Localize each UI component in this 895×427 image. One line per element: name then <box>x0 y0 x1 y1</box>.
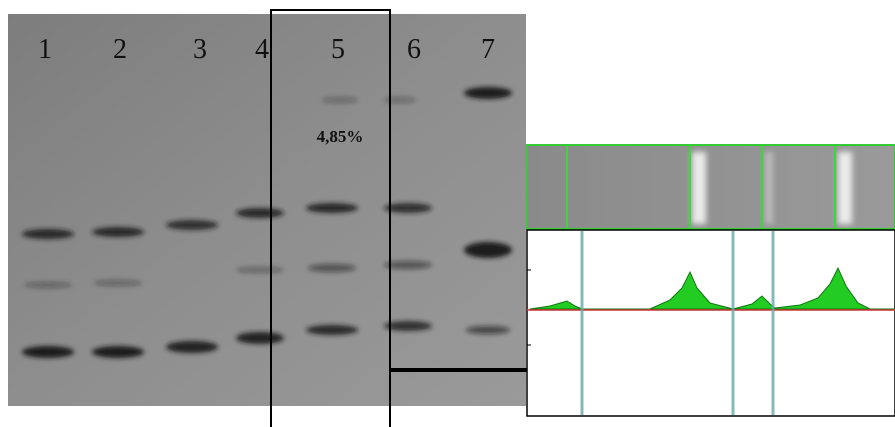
gel-image: 1 2 3 4 5 6 7 4,85% <box>8 14 526 406</box>
lane-label: 4 <box>255 34 269 65</box>
lane-label: 5 <box>331 34 345 65</box>
lane-highlight-box <box>270 9 391 427</box>
densitometry-plot <box>526 229 895 417</box>
lane-label: 7 <box>481 34 495 65</box>
lane-strip <box>526 144 895 230</box>
lane-label: 3 <box>193 34 207 65</box>
lane-label: 1 <box>38 34 52 65</box>
lane-label: 6 <box>407 34 421 65</box>
lane-label: 2 <box>113 34 127 65</box>
annotation: 4,85% <box>317 127 364 146</box>
